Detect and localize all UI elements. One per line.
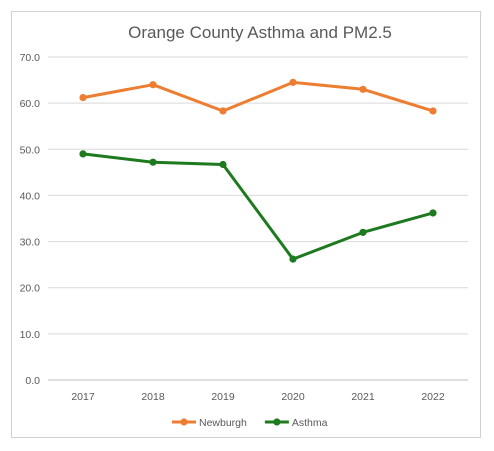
legend-marker-newburgh [180,418,188,426]
data-point-asthma [79,150,87,158]
chart-frame [11,11,481,438]
y-tick-label: 30.0 [20,237,41,249]
data-point-newburgh [79,94,87,102]
data-point-asthma [289,255,297,263]
data-point-asthma [429,209,437,217]
y-tick-label: 40.0 [20,190,41,202]
data-point-newburgh [149,81,157,89]
data-point-newburgh [289,78,297,86]
data-point-newburgh [359,85,367,93]
data-point-asthma [359,228,367,236]
chart-title: Orange County Asthma and PM2.5 [128,23,392,42]
y-tick-label: 10.0 [20,329,41,341]
series-line-asthma [81,152,435,261]
data-point-asthma [219,160,227,169]
y-axis-tick-labels: 0.0 10.0 20.0 30.0 40.0 50.0 60.0 70.0 [20,52,41,387]
data-point-asthma [149,158,157,166]
x-tick-label: 2019 [211,391,235,403]
series-line-newburgh [81,80,435,113]
legend-label-asthma: Asthma [292,417,328,429]
x-tick-label: 2017 [71,391,95,403]
y-tick-label: 60.0 [20,98,41,110]
legend-label-newburgh: Newburgh [199,417,247,429]
gridlines [48,56,468,381]
data-point-newburgh [219,107,227,115]
legend: Newburgh Asthma [172,417,328,429]
data-point-newburgh [429,107,437,115]
series-group [79,78,437,263]
y-tick-label: 50.0 [20,144,41,156]
y-tick-label: 0.0 [25,375,40,387]
y-tick-label: 70.0 [20,52,41,64]
x-tick-label: 2018 [141,391,165,403]
x-axis-tick-labels: 2017 2018 2019 2020 2021 2022 [71,391,445,403]
y-tick-label: 20.0 [20,283,41,295]
x-tick-label: 2022 [421,391,445,403]
x-tick-label: 2020 [281,391,305,403]
x-tick-label: 2021 [351,391,375,403]
legend-marker-asthma [273,418,281,426]
